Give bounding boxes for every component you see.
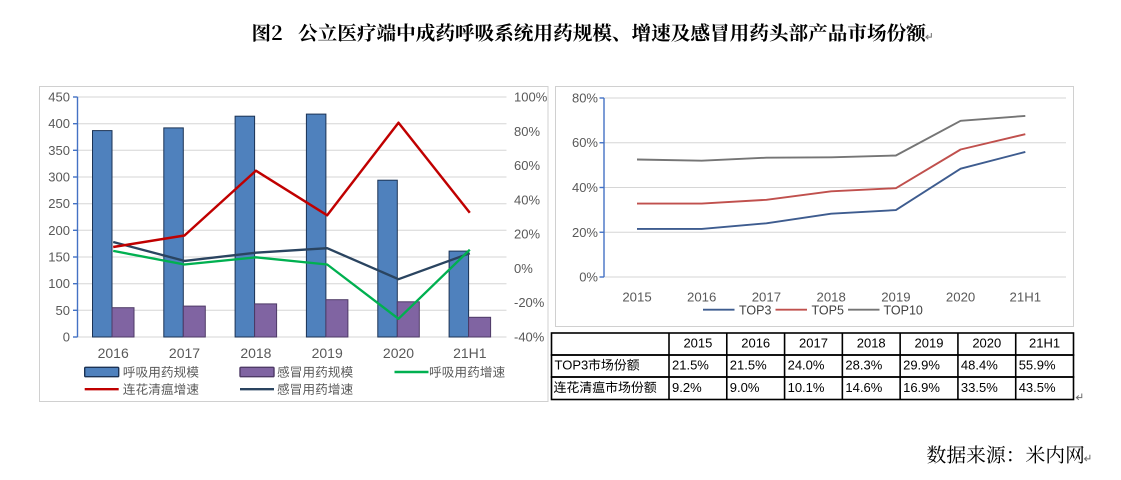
svg-text:40%: 40%	[514, 192, 540, 207]
svg-text:2018: 2018	[817, 289, 846, 304]
svg-text:2020: 2020	[946, 289, 975, 304]
svg-text:2019: 2019	[915, 335, 944, 350]
svg-text:60%: 60%	[514, 158, 540, 173]
svg-text:TOP3: TOP3	[739, 303, 771, 317]
svg-text:2015: 2015	[683, 335, 712, 350]
svg-text:2017: 2017	[799, 335, 828, 350]
svg-text:50: 50	[56, 303, 70, 318]
svg-text:16.9%: 16.9%	[903, 380, 940, 395]
svg-text:250: 250	[48, 196, 70, 211]
svg-text:80%: 80%	[572, 91, 598, 106]
svg-text:2017: 2017	[169, 345, 200, 361]
svg-text:2020: 2020	[383, 345, 414, 361]
svg-text:400: 400	[48, 116, 70, 131]
svg-text:60%: 60%	[572, 135, 598, 150]
svg-text:2016: 2016	[687, 289, 716, 304]
svg-text:48.4%: 48.4%	[961, 358, 998, 373]
svg-text:300: 300	[48, 170, 70, 185]
svg-text:2020: 2020	[972, 335, 1001, 350]
svg-text:150: 150	[48, 250, 70, 265]
svg-text:100%: 100%	[514, 90, 548, 105]
svg-text:2019: 2019	[312, 345, 343, 361]
svg-text:9.2%: 9.2%	[672, 380, 702, 395]
svg-text:2015: 2015	[622, 289, 651, 304]
svg-text:21H1: 21H1	[453, 345, 487, 361]
svg-text:350: 350	[48, 143, 70, 158]
svg-text:0: 0	[63, 330, 70, 345]
svg-text:24.0%: 24.0%	[788, 358, 825, 373]
svg-text:0%: 0%	[579, 270, 598, 285]
svg-text:2019: 2019	[881, 289, 910, 304]
svg-text:33.5%: 33.5%	[961, 380, 998, 395]
svg-text:2017: 2017	[752, 289, 781, 304]
svg-text:43.5%: 43.5%	[1019, 380, 1056, 395]
svg-text:20%: 20%	[572, 225, 598, 240]
svg-text:200: 200	[48, 223, 70, 238]
svg-text:10.1%: 10.1%	[788, 380, 825, 395]
svg-text:21H1: 21H1	[1029, 335, 1060, 350]
svg-text:-20%: -20%	[514, 295, 545, 310]
svg-text:29.9%: 29.9%	[903, 358, 940, 373]
svg-text:21H1: 21H1	[1010, 289, 1042, 304]
svg-text:2018: 2018	[240, 345, 271, 361]
svg-text:TOP10: TOP10	[884, 303, 923, 317]
svg-text:450: 450	[48, 90, 70, 105]
svg-text:21.5%: 21.5%	[672, 358, 709, 373]
svg-text:40%: 40%	[572, 180, 598, 195]
svg-text:TOP5: TOP5	[812, 303, 844, 317]
svg-text:28.3%: 28.3%	[845, 358, 882, 373]
svg-text:14.6%: 14.6%	[845, 380, 882, 395]
svg-text:80%: 80%	[514, 124, 540, 139]
svg-text:2016: 2016	[98, 345, 129, 361]
svg-text:55.9%: 55.9%	[1019, 358, 1056, 373]
svg-text:21.5%: 21.5%	[730, 358, 767, 373]
svg-text:20%: 20%	[514, 227, 540, 242]
svg-text:-40%: -40%	[514, 330, 545, 345]
svg-text:TOP3: TOP3	[555, 358, 589, 373]
svg-text:100: 100	[48, 276, 70, 291]
svg-text:0%: 0%	[514, 261, 533, 276]
svg-text:9.0%: 9.0%	[730, 380, 760, 395]
svg-text:2018: 2018	[857, 335, 886, 350]
svg-text:2016: 2016	[741, 335, 770, 350]
